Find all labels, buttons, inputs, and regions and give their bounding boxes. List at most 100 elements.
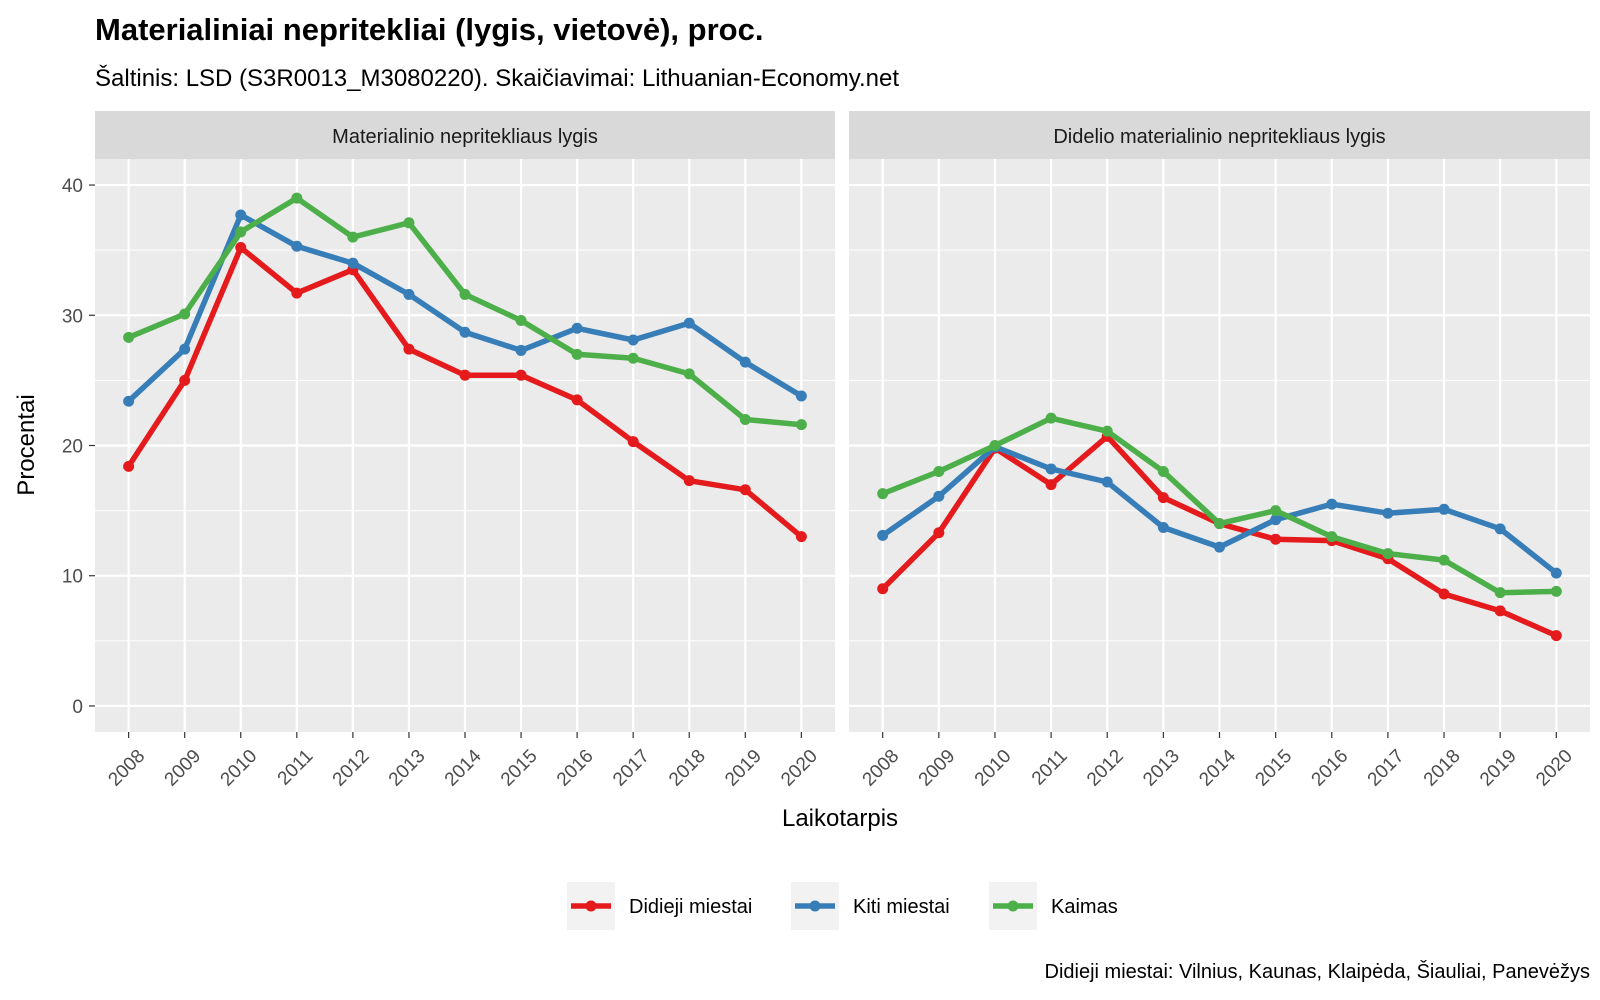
legend-item: Kaimas — [989, 882, 1118, 930]
data-point — [459, 326, 471, 338]
data-point — [515, 369, 527, 381]
data-point — [1214, 541, 1225, 553]
x-tick-label: 2014 — [1195, 745, 1240, 790]
x-tick-label: 2020 — [777, 746, 822, 791]
data-point — [795, 531, 807, 543]
data-point — [933, 490, 945, 502]
x-tick-label: 2008 — [859, 746, 904, 791]
data-point — [1438, 588, 1450, 600]
data-point — [1101, 476, 1113, 488]
x-tick-label: 2016 — [1308, 746, 1353, 791]
x-tick-label: 2013 — [1139, 746, 1184, 791]
data-point — [1157, 492, 1169, 504]
facet-panels: Materialinio nepritekliaus lygis 0 10 20 30 4… — [62, 111, 1590, 790]
data-point — [123, 460, 135, 472]
data-point — [683, 475, 695, 487]
legend-item: Kiti miestai — [791, 882, 950, 930]
data-point — [515, 314, 527, 326]
data-point — [1157, 466, 1169, 478]
data-point — [1270, 505, 1282, 517]
legend-key-point — [1007, 900, 1019, 912]
x-axis-title: Laikotarpis — [782, 805, 898, 832]
data-point — [1550, 585, 1562, 597]
data-point — [877, 529, 889, 541]
data-point — [235, 209, 247, 221]
data-point — [459, 369, 471, 381]
data-point — [123, 395, 135, 407]
data-point — [739, 484, 751, 496]
x-tick-label: 2013 — [385, 746, 430, 791]
x-tick-label: 2020 — [1532, 746, 1577, 791]
data-point — [459, 288, 471, 300]
data-point — [1382, 548, 1394, 560]
x-tick-label: 2008 — [104, 746, 149, 791]
chart-caption: Didieji miestai: Vilnius, Kaunas, Klaipė… — [1045, 960, 1590, 983]
data-point — [571, 348, 583, 360]
data-point — [571, 322, 583, 334]
data-point — [1101, 425, 1113, 437]
data-point — [933, 527, 945, 539]
x-tick-label: 2019 — [721, 746, 766, 791]
data-point — [1550, 567, 1562, 579]
x-tick-label: 2009 — [915, 746, 960, 791]
data-point — [1045, 479, 1057, 491]
data-point — [403, 217, 415, 229]
y-axis-title: Procentai — [13, 394, 40, 495]
data-point — [235, 242, 247, 254]
data-point — [683, 317, 695, 329]
data-point — [1270, 533, 1282, 545]
data-point — [683, 368, 695, 380]
data-point — [403, 288, 415, 300]
chart-subtitle: Šaltinis: LSD (S3R0013_M3080220). Skaiči… — [95, 64, 899, 92]
data-point — [179, 343, 191, 355]
facet-panel-1: Materialinio nepritekliaus lygis 0 10 20 30 4… — [62, 111, 835, 790]
y-tick-label: 0 — [72, 697, 83, 718]
data-point — [1438, 554, 1450, 566]
data-point — [403, 343, 415, 355]
x-tick-label: 2018 — [665, 746, 710, 791]
data-point — [989, 440, 1001, 451]
data-point — [627, 352, 639, 364]
data-point — [571, 394, 583, 406]
data-point — [1270, 514, 1282, 526]
data-point — [235, 226, 247, 238]
data-point — [1494, 523, 1506, 535]
x-tick-label: 2011 — [274, 746, 318, 790]
data-point — [795, 390, 807, 402]
data-point — [1382, 507, 1394, 519]
y-tick-label: 10 — [62, 567, 83, 588]
data-point — [1550, 630, 1562, 642]
facet-strip-label: Materialinio nepritekliaus lygis — [332, 126, 598, 148]
data-point — [877, 583, 889, 595]
x-tick-label: 2010 — [217, 746, 262, 791]
x-tick-label: 2012 — [1083, 746, 1128, 791]
data-point — [347, 231, 359, 243]
data-point — [515, 344, 527, 356]
legend-label: Kiti miestai — [853, 896, 950, 918]
data-point — [739, 413, 751, 425]
data-point — [1214, 518, 1225, 530]
data-point — [739, 356, 751, 368]
y-tick-label: 20 — [62, 437, 83, 458]
legend: Didieji miestai Kiti miestai Kaimas — [567, 882, 1118, 930]
data-point — [627, 334, 639, 346]
y-tick-label: 40 — [62, 176, 83, 197]
x-tick-label: 2012 — [329, 746, 374, 791]
data-point — [1157, 522, 1169, 534]
y-tick-label: 30 — [62, 306, 83, 327]
legend-label: Kaimas — [1051, 896, 1118, 918]
facet-strip — [95, 111, 835, 159]
x-tick-label: 2015 — [1251, 746, 1296, 791]
data-point — [627, 436, 639, 448]
x-tick-label: 2009 — [161, 746, 206, 791]
x-tick-label: 2017 — [609, 746, 654, 791]
data-point — [179, 374, 191, 386]
data-point — [1494, 587, 1506, 599]
x-tick-label: 2015 — [497, 746, 542, 791]
data-point — [1494, 605, 1506, 617]
legend-label: Didieji miestai — [629, 896, 752, 918]
data-point — [1045, 463, 1057, 475]
facet-strip-label: Didelio materialinio nepritekliaus lygis — [1053, 126, 1385, 148]
